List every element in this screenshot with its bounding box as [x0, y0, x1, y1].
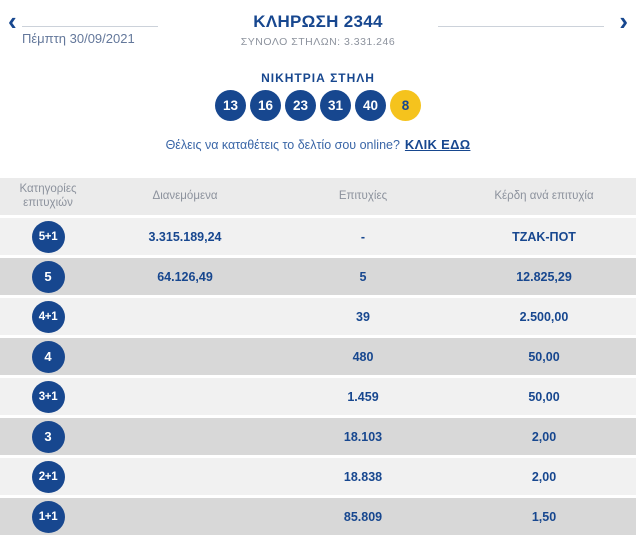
prize-cell: 2,00 [531, 429, 557, 444]
category-badge: 4 [31, 340, 65, 373]
joker-ball: 8 [390, 90, 421, 121]
category-cell: 3 [0, 420, 96, 453]
category-cell: 5 [0, 260, 96, 293]
prize-cell: 1,50 [531, 509, 557, 524]
category-cell: 5+1 [0, 220, 96, 253]
right-divider-line [438, 26, 604, 27]
draw-title: ΚΛΗΡΩΣΗ 2344 [253, 12, 383, 31]
left-divider-line [22, 26, 158, 27]
category-cell: 3+1 [0, 380, 96, 413]
distributed-cell: 3.315.189,24 [148, 229, 222, 244]
winners-cell: 1.459 [347, 389, 379, 404]
click-here-link[interactable]: ΚΛΙΚ ΕΔΩ [404, 137, 471, 152]
draw-date: Πέμπτη 30/09/2021 [22, 31, 135, 46]
prize-cell: 12.825,29 [516, 269, 572, 284]
winning-number-ball: 31 [320, 90, 351, 121]
previous-draw-arrow-icon[interactable]: ‹ [8, 6, 17, 36]
table-row: 5+1 3.315.189,24 - ΤΖΑΚ-ΠΟΤ [0, 218, 636, 255]
prize-cell: 50,00 [528, 349, 560, 364]
prize-cell: 50,00 [528, 389, 560, 404]
category-badge: 3 [31, 420, 65, 453]
table-row: 2+1 18.838 2,00 [0, 458, 636, 495]
online-cta: Θέλεις να καταθέτεις το δελτίο σου onlin… [0, 137, 636, 152]
category-badge: 3+1 [31, 380, 65, 413]
winners-cell: 39 [356, 309, 370, 324]
category-cell: 4 [0, 340, 96, 373]
winners-cell: 18.838 [343, 469, 383, 484]
table-row: 4+1 39 2.500,00 [0, 298, 636, 335]
category-badge: 1+1 [31, 500, 65, 533]
column-header-prize: Κέρδη ανά επιτυχία [494, 189, 594, 202]
table-row: 3 18.103 2,00 [0, 418, 636, 455]
winning-number-ball: 16 [250, 90, 281, 121]
winners-cell: 480 [352, 349, 374, 364]
table-row: 4 480 50,00 [0, 338, 636, 375]
column-header-winners: Επιτυχίες [338, 189, 388, 202]
column-header-categories: Κατηγορίες επιτυχιών [0, 183, 96, 211]
category-badge: 5+1 [31, 220, 65, 253]
winners-cell: - [360, 229, 366, 244]
column-header-categories-label: Κατηγορίες επιτυχιών [19, 182, 77, 209]
total-columns-label: ΣΥΝΟΛΟ ΣΤΗΛΩΝ: 3.331.246 [240, 36, 396, 48]
category-badge: 5 [31, 260, 65, 293]
category-cell: 1+1 [0, 500, 96, 533]
next-draw-arrow-icon[interactable]: › [619, 6, 628, 36]
table-row: 1+1 85.809 1,50 [0, 498, 636, 535]
winners-cell: 85.809 [343, 509, 383, 524]
column-header-distributed: Διανεμόμενα [152, 189, 218, 202]
results-table-body: 5+1 3.315.189,24 - ΤΖΑΚ-ΠΟΤ 5 64.126,49 5 12.82… [0, 218, 636, 535]
category-cell: 2+1 [0, 460, 96, 493]
prize-cell: ΤΖΑΚ-ΠΟΤ [512, 229, 576, 244]
results-table: Κατηγορίες επιτυχιών Διανεμόμενα Επιτυχί… [0, 178, 636, 538]
winning-column-heading: ΝΙΚΗΤΡΙΑ ΣΤΗΛΗ [261, 71, 375, 85]
table-row: 5 64.126,49 5 12.825,29 [0, 258, 636, 295]
distributed-cell: 64.126,49 [157, 269, 213, 284]
draw-title-block: ΚΛΗΡΩΣΗ 2344 ΣΥΝΟΛΟ ΣΤΗΛΩΝ: 3.331.246 [160, 12, 476, 48]
table-header-row: Κατηγορίες επιτυχιών Διανεμόμενα Επιτυχί… [0, 178, 636, 215]
winning-numbers: 13 16 23 31 40 8 [0, 90, 636, 121]
winning-number-ball: 23 [285, 90, 316, 121]
prize-cell: 2.500,00 [519, 309, 569, 324]
draw-header: ‹ Πέμπτη 30/09/2021 ΚΛΗΡΩΣΗ 2344 ΣΥΝΟΛΟ … [0, 0, 636, 178]
winners-cell: 5 [359, 269, 367, 284]
table-row: 3+1 1.459 50,00 [0, 378, 636, 415]
category-cell: 4+1 [0, 300, 96, 333]
prize-cell: 2,00 [531, 469, 557, 484]
winning-number-ball: 40 [355, 90, 386, 121]
winning-number-ball: 13 [215, 90, 246, 121]
online-cta-text: Θέλεις να καταθέτεις το δελτίο σου onlin… [165, 138, 400, 152]
winners-cell: 18.103 [343, 429, 383, 444]
category-badge: 2+1 [31, 460, 65, 493]
category-badge: 4+1 [31, 300, 65, 333]
